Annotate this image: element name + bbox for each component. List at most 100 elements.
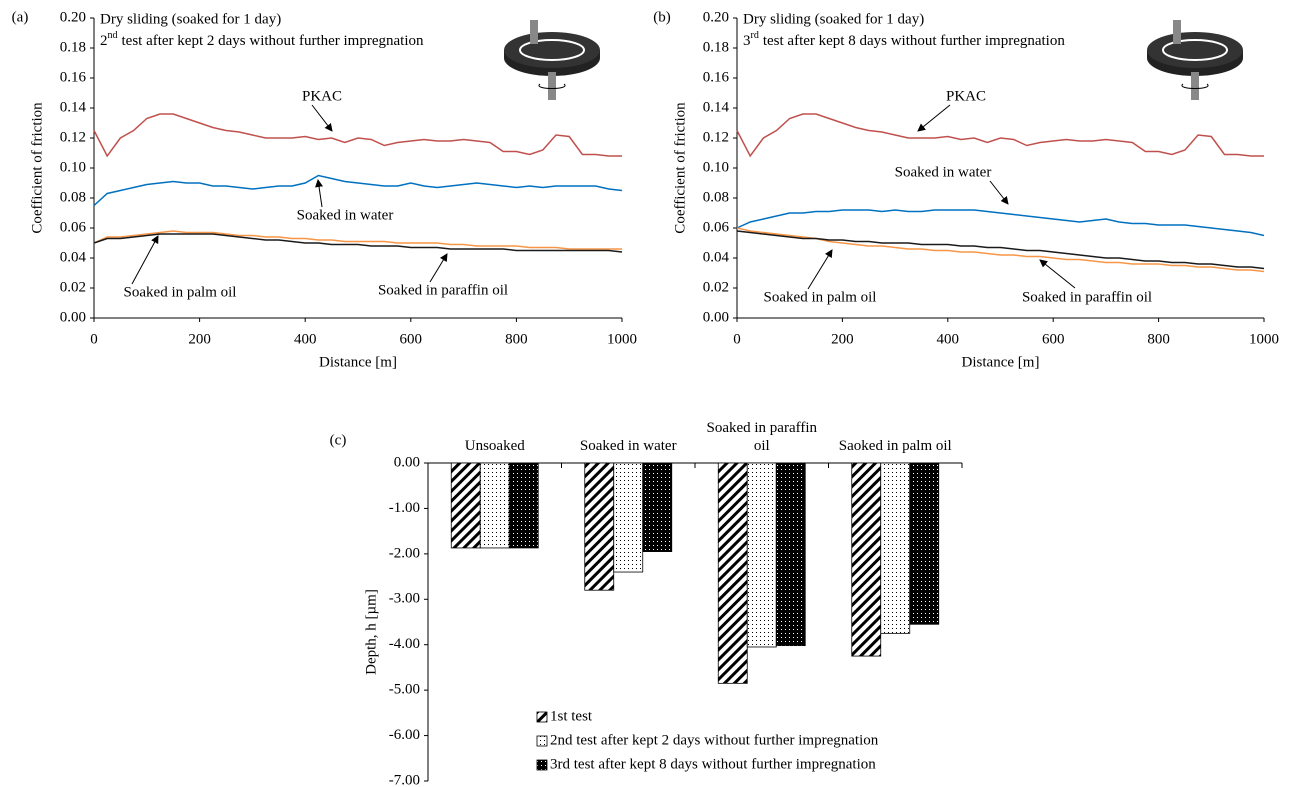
series-line bbox=[736, 113, 1264, 158]
bar bbox=[479, 462, 510, 549]
y-axis-title: Depth, h [µm] bbox=[363, 589, 379, 675]
y-tick-label: 0.08 bbox=[60, 189, 86, 205]
y-axis-title: Coefficient of friction bbox=[29, 102, 45, 234]
series-annotation: Soaked in palm oil bbox=[124, 284, 237, 300]
category-label: Soaked in water bbox=[579, 438, 677, 454]
y-tick-label: 0.06 bbox=[703, 219, 730, 235]
panel-label: (c) bbox=[330, 432, 347, 448]
y-tick-label: -3.00 bbox=[389, 591, 420, 607]
annotation-arrow bbox=[807, 249, 833, 290]
series-annotation: Soaked in paraffin oil bbox=[1022, 289, 1152, 305]
y-tick-label: 0.18 bbox=[703, 39, 729, 55]
y-tick-label: 0.00 bbox=[703, 309, 729, 325]
x-tick-label: 1000 bbox=[1249, 331, 1279, 347]
x-tick-label: 0 bbox=[90, 331, 98, 347]
subtitle-text: test after kept 8 days without further i… bbox=[763, 33, 1065, 49]
y-tick-label: 0.00 bbox=[394, 454, 420, 470]
y-tick-label: 0.10 bbox=[703, 159, 729, 175]
series-annotation: Soaked in palm oil bbox=[764, 289, 877, 305]
series-line bbox=[93, 230, 622, 250]
y-tick-label: -5.00 bbox=[389, 682, 420, 698]
bar bbox=[584, 462, 615, 591]
subtitle-text: test after kept 2 days without further i… bbox=[122, 33, 424, 49]
series-line bbox=[93, 233, 623, 253]
subtitle-sup: rd bbox=[751, 30, 759, 41]
series-line bbox=[736, 230, 1265, 270]
x-tick-label: 400 bbox=[294, 331, 317, 347]
y-tick-label: 0.08 bbox=[703, 189, 729, 205]
series-line bbox=[736, 227, 1265, 273]
bar bbox=[642, 462, 673, 552]
chart-title: Dry sliding (soaked for 1 day) bbox=[743, 11, 924, 27]
panel-label: (b) bbox=[653, 9, 671, 25]
series-annotation: PKAC bbox=[302, 88, 342, 104]
y-tick-label: 0.02 bbox=[703, 279, 729, 295]
y-tick-label: 0.02 bbox=[60, 279, 86, 295]
category-label: Unsoaked bbox=[464, 438, 525, 454]
annotation-arrow bbox=[1039, 259, 1076, 289]
y-tick-label: 0.12 bbox=[60, 129, 86, 145]
bar bbox=[851, 462, 882, 657]
bar bbox=[717, 462, 748, 684]
disc-icon-b bbox=[1147, 20, 1243, 100]
x-axis-title: Distance [m] bbox=[319, 354, 397, 370]
y-tick-label: 0.14 bbox=[703, 99, 730, 115]
series-line bbox=[736, 209, 1265, 237]
y-tick-label: 0.12 bbox=[703, 129, 729, 145]
annotation-arrow bbox=[131, 235, 159, 285]
bar bbox=[909, 462, 940, 625]
series-annotation: Soaked in paraffin oil bbox=[378, 282, 508, 298]
series-line bbox=[93, 174, 623, 207]
chart-subtitle: 2nd test after kept 2 days without furthe… bbox=[100, 30, 424, 49]
y-tick-label: 0.14 bbox=[60, 99, 87, 115]
panel-label: (a) bbox=[12, 9, 29, 25]
subtitle-number: 3 bbox=[743, 33, 751, 49]
y-tick-label: 0.04 bbox=[60, 249, 87, 265]
bar bbox=[613, 462, 644, 573]
legend-swatch bbox=[536, 711, 548, 723]
chart-title: Dry sliding (soaked for 1 day) bbox=[100, 11, 281, 27]
legend-label: 1st test bbox=[550, 708, 593, 724]
y-tick-label: 0.04 bbox=[703, 249, 730, 265]
bar bbox=[508, 462, 539, 549]
y-tick-label: 0.06 bbox=[60, 219, 87, 235]
legend-swatch bbox=[536, 759, 548, 771]
x-tick-label: 800 bbox=[1147, 331, 1170, 347]
series-annotation: PKAC bbox=[946, 88, 986, 104]
x-tick-label: 1000 bbox=[607, 331, 637, 347]
annotation-arrow bbox=[989, 180, 1009, 205]
x-axis-title: Distance [m] bbox=[962, 354, 1040, 370]
y-tick-label: 0.20 bbox=[703, 9, 729, 25]
subtitle-number: 2 bbox=[100, 33, 108, 49]
bar bbox=[880, 462, 911, 634]
y-tick-label: 0.00 bbox=[60, 309, 86, 325]
y-tick-label: -1.00 bbox=[389, 500, 420, 516]
series-annotation: Soaked in water bbox=[297, 207, 394, 223]
x-tick-label: 200 bbox=[188, 331, 211, 347]
x-tick-label: 400 bbox=[937, 331, 960, 347]
legend-swatch bbox=[536, 735, 548, 747]
series-line bbox=[93, 113, 622, 158]
bar bbox=[746, 462, 777, 648]
annotation-arrow bbox=[315, 179, 323, 208]
bar bbox=[450, 462, 481, 549]
y-tick-label: -7.00 bbox=[389, 772, 420, 787]
subtitle-sup: nd bbox=[108, 30, 118, 41]
y-tick-label: -2.00 bbox=[389, 545, 420, 561]
x-tick-label: 0 bbox=[733, 331, 741, 347]
y-tick-label: -4.00 bbox=[389, 636, 420, 652]
legend-label: 3rd test after kept 8 days without furth… bbox=[550, 756, 876, 772]
y-tick-label: 0.16 bbox=[60, 69, 87, 85]
annotation-arrow bbox=[311, 104, 333, 132]
y-tick-label: 0.16 bbox=[703, 69, 730, 85]
x-tick-label: 800 bbox=[505, 331, 528, 347]
x-tick-label: 600 bbox=[1042, 331, 1065, 347]
y-tick-label: 0.20 bbox=[60, 9, 86, 25]
y-axis-title: Coefficient of friction bbox=[672, 102, 688, 234]
y-tick-label: 0.18 bbox=[60, 39, 86, 55]
x-tick-label: 600 bbox=[400, 331, 423, 347]
legend-label: 2nd test after kept 2 days without furth… bbox=[550, 732, 879, 748]
annotation-arrow bbox=[917, 104, 951, 132]
category-label: Saoked in palm oil bbox=[838, 438, 952, 454]
